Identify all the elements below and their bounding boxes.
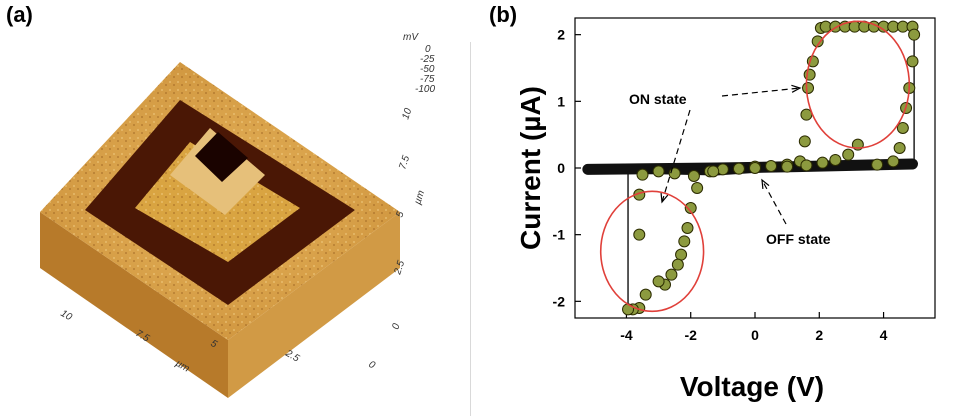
data-point bbox=[716, 163, 729, 176]
afm-surface-image: mV 0 -25 -50 -75 -100 10 7.5 5 µm 2.5 0 … bbox=[40, 32, 435, 398]
x-tick-label: -4 bbox=[620, 327, 633, 343]
data-point bbox=[765, 160, 778, 172]
afm-front-tick: 0 bbox=[367, 359, 378, 372]
data-point bbox=[665, 268, 678, 281]
panel-label-a: (a) bbox=[6, 2, 33, 27]
data-point bbox=[671, 258, 684, 271]
data-point bbox=[732, 162, 745, 175]
data-point bbox=[707, 165, 720, 178]
afm-right-axis-unit: µm bbox=[412, 189, 427, 206]
annotation-arrows bbox=[660, 84, 802, 225]
afm-right-wall bbox=[228, 212, 400, 398]
afm-left-wall bbox=[40, 212, 228, 398]
arrow-head bbox=[660, 192, 669, 204]
arrow-head bbox=[791, 84, 802, 93]
data-point bbox=[893, 142, 906, 154]
data-point bbox=[684, 202, 697, 214]
x-tick-label: 2 bbox=[815, 327, 823, 343]
afm-scale-tick: 0 bbox=[425, 44, 431, 55]
state-ellipse bbox=[599, 190, 705, 313]
data-point bbox=[749, 162, 761, 174]
data-point bbox=[668, 167, 681, 180]
afm-front-tick: 5 bbox=[209, 338, 220, 351]
data-point bbox=[652, 275, 665, 288]
data-point bbox=[816, 156, 829, 169]
afm-scale-tick: -75 bbox=[420, 74, 435, 85]
afm-center-hole bbox=[195, 132, 248, 182]
y-tick-label: 2 bbox=[557, 27, 565, 43]
data-point bbox=[622, 303, 635, 316]
data-point bbox=[803, 68, 816, 81]
y-tick-label: -2 bbox=[553, 293, 566, 309]
panel-label-b: (b) bbox=[489, 2, 518, 27]
y-tick-label: 0 bbox=[557, 160, 565, 176]
off-state-label: OFF state bbox=[766, 231, 831, 247]
afm-scale-tick: -100 bbox=[415, 84, 435, 95]
on-state-label: ON state bbox=[629, 91, 687, 107]
data-point bbox=[802, 82, 815, 94]
data-point bbox=[811, 35, 824, 48]
arrow-head bbox=[761, 178, 770, 190]
afm-right-tick: 2.5 bbox=[392, 259, 407, 277]
data-point bbox=[798, 135, 811, 148]
data-point bbox=[906, 55, 919, 68]
data-point bbox=[829, 154, 842, 166]
annotation-arrow bbox=[761, 179, 787, 225]
data-point bbox=[781, 160, 794, 173]
afm-scale-unit: mV bbox=[403, 32, 419, 43]
data-point bbox=[896, 122, 909, 134]
data-point bbox=[678, 235, 691, 248]
afm-right-tick: 0 bbox=[390, 322, 402, 331]
y-axis-title: Current (µA) bbox=[515, 86, 546, 250]
afm-right-tick: 7.5 bbox=[397, 154, 412, 171]
afm-right-tick: 10 bbox=[400, 107, 414, 121]
axis-ticks: -4 -2 0 2 4 -2 -1 0 1 2 bbox=[553, 27, 888, 343]
data-point bbox=[842, 148, 855, 161]
data-point bbox=[675, 248, 688, 261]
data-point bbox=[687, 170, 700, 182]
afm-right-tick: 5 bbox=[394, 210, 406, 219]
data-point bbox=[681, 222, 694, 234]
data-point bbox=[639, 288, 652, 301]
data-point bbox=[887, 155, 900, 168]
annotation-arrow bbox=[661, 109, 691, 203]
y-tick-label: -1 bbox=[553, 227, 566, 243]
data-point bbox=[633, 228, 646, 241]
data-point bbox=[636, 168, 649, 181]
afm-scale-tick: -50 bbox=[420, 64, 435, 75]
data-point bbox=[652, 165, 665, 178]
x-axis-title: Voltage (V) bbox=[680, 371, 824, 402]
annotation-arrow bbox=[721, 87, 801, 97]
panel-divider bbox=[470, 42, 471, 416]
afm-front-tick: 10 bbox=[59, 308, 75, 323]
x-tick-label: 0 bbox=[751, 327, 759, 343]
x-tick-label: -2 bbox=[684, 327, 697, 343]
y-tick-label: 1 bbox=[557, 93, 565, 109]
data-point bbox=[800, 159, 813, 172]
afm-scale-tick: -25 bbox=[420, 54, 435, 65]
state-ellipse bbox=[805, 20, 911, 149]
data-point bbox=[691, 182, 704, 194]
data-point bbox=[871, 158, 884, 171]
highlight-ellipses bbox=[599, 20, 911, 313]
data-point bbox=[908, 28, 921, 41]
x-tick-label: 4 bbox=[880, 327, 888, 343]
